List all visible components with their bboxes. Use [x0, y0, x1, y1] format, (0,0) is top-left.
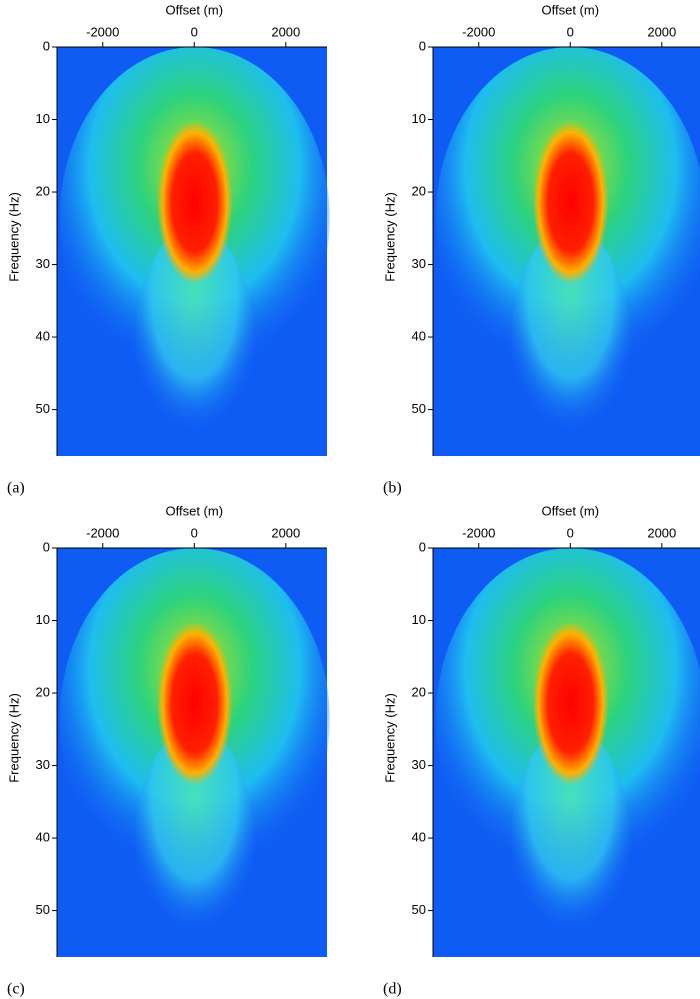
panel-label: (a)	[7, 480, 25, 497]
y-tick-label: 20	[36, 183, 50, 198]
heatmap-tail	[135, 226, 255, 456]
x-tick-label: -2000	[462, 525, 495, 540]
y-tick-label: 30	[412, 256, 426, 271]
y-tick-label: 40	[412, 329, 426, 344]
y-tick-label: 10	[36, 111, 50, 126]
y-tick-label: 30	[36, 757, 50, 772]
y-tick-label: 10	[412, 111, 426, 126]
x-tick-label: 2000	[271, 525, 300, 540]
y-tick-label: 0	[43, 539, 50, 554]
x-tick-label: 0	[191, 525, 198, 540]
y-axis-label: Frequency (Hz)	[382, 192, 397, 282]
y-tick-label: 30	[412, 757, 426, 772]
heatmap-core	[532, 621, 609, 786]
x-tick-label: 0	[191, 24, 198, 39]
y-tick-label: 10	[36, 612, 50, 627]
x-tick-label: 2000	[271, 24, 300, 39]
x-tick-label: 0	[567, 24, 574, 39]
y-tick-label: 50	[412, 401, 426, 416]
heatmap-tail	[135, 727, 255, 957]
heatmap-core	[532, 120, 609, 285]
y-tick-label: 0	[419, 38, 426, 53]
y-tick-label: 50	[36, 401, 50, 416]
heatmap-core	[156, 621, 233, 786]
heatmap-tail	[511, 226, 631, 456]
x-axis-label: Offset (m)	[166, 503, 224, 518]
x-axis-label: Offset (m)	[542, 2, 600, 17]
x-tick-label: 2000	[647, 525, 676, 540]
y-tick-label: 50	[412, 902, 426, 917]
panel-label: (c)	[7, 981, 25, 998]
x-tick-label: -2000	[86, 525, 119, 540]
y-axis-label: Frequency (Hz)	[6, 693, 21, 783]
y-tick-label: 0	[419, 539, 426, 554]
x-axis-label: Offset (m)	[166, 2, 224, 17]
panel-label: (d)	[383, 981, 402, 998]
y-axis-label: Frequency (Hz)	[6, 192, 21, 282]
panel: -2000 0 2000 0 10 20 30 40 50 Offset (m) Frequency…	[6, 503, 330, 998]
x-tick-label: 0	[567, 525, 574, 540]
y-tick-label: 50	[36, 902, 50, 917]
heatmap-core	[156, 120, 233, 285]
y-tick-label: 40	[36, 329, 50, 344]
heatmap-tail	[511, 727, 631, 957]
x-axis-label: Offset (m)	[542, 503, 600, 518]
panel: -2000 0 2000 0 10 20 30 40 50 Offset (m) Frequency…	[382, 503, 700, 998]
y-tick-label: 0	[43, 38, 50, 53]
y-tick-label: 40	[412, 830, 426, 845]
panel: -2000 0 2000 0 10 20 30 40 50 Offset (m) Frequency…	[382, 2, 700, 497]
y-tick-label: 20	[36, 684, 50, 699]
y-tick-label: 20	[412, 684, 426, 699]
y-axis-label: Frequency (Hz)	[382, 693, 397, 783]
y-tick-label: 10	[412, 612, 426, 627]
y-tick-label: 40	[36, 830, 50, 845]
x-tick-label: 2000	[647, 24, 676, 39]
y-tick-label: 20	[412, 183, 426, 198]
panel-label: (b)	[383, 480, 402, 497]
x-tick-label: -2000	[86, 24, 119, 39]
y-tick-label: 30	[36, 256, 50, 271]
x-tick-label: -2000	[462, 24, 495, 39]
panel: -2000 0 2000 0 10 20 30 40 50 Offset (m) Frequency…	[6, 2, 330, 497]
